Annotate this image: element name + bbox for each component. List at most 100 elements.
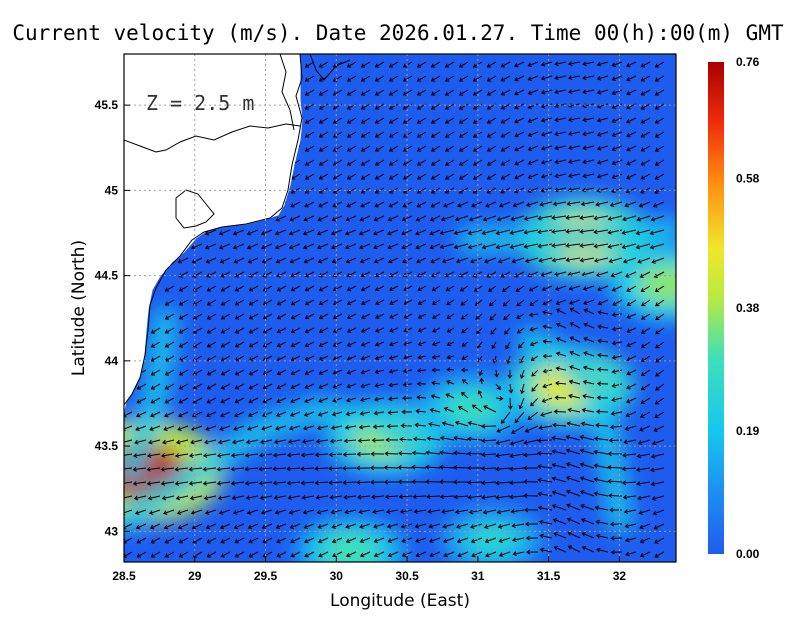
vector-arrow-shaft	[315, 481, 329, 484]
vector-arrow-head	[318, 63, 324, 68]
vector-arrow-head	[355, 465, 361, 471]
vector-arrow-head	[626, 385, 631, 390]
vector-arrow-shaft	[447, 355, 455, 359]
vector-arrow-shaft	[275, 509, 287, 514]
vector-arrow-head	[248, 343, 254, 348]
vector-arrow-head	[411, 464, 416, 470]
vector-arrow-shaft	[580, 229, 595, 233]
vector-arrow-head	[374, 63, 380, 68]
vector-arrow-head	[374, 105, 380, 110]
vector-arrow-head	[635, 244, 641, 250]
vector-arrow-head	[303, 258, 309, 264]
vector-arrow-shaft	[458, 406, 469, 413]
vector-arrow-head	[467, 451, 472, 457]
vector-arrow-head	[655, 358, 660, 363]
vector-arrow-shaft	[521, 383, 525, 394]
vector-arrow-head	[303, 217, 308, 222]
vector-arrow-head	[388, 63, 394, 68]
vector-arrow-head	[622, 258, 628, 264]
vector-arrow-head	[192, 385, 198, 390]
vector-arrow-head	[318, 370, 324, 375]
vector-arrow-shaft	[555, 117, 567, 121]
vector-arrow-head	[401, 217, 407, 222]
vector-arrow-head	[582, 75, 587, 81]
vector-arrow-head	[527, 104, 532, 110]
vector-arrow-shaft	[443, 537, 455, 543]
vector-arrow-head	[385, 509, 391, 514]
vector-arrow-shaft	[447, 327, 455, 333]
vector-arrow-head	[551, 435, 556, 441]
vector-arrow-head	[417, 341, 423, 347]
vector-arrow-shaft	[637, 257, 651, 263]
vector-arrow-shaft	[206, 537, 217, 544]
vector-arrow-head	[446, 380, 451, 385]
vector-arrow-head	[132, 453, 138, 458]
vector-arrow-head	[582, 117, 587, 123]
vector-arrow-shaft	[374, 397, 385, 401]
vector-arrow-shaft	[413, 438, 427, 441]
vector-arrow-head	[304, 342, 310, 348]
colorbar-labels: 0.760.580.380.190.00	[736, 55, 760, 561]
vector-arrow-head	[302, 244, 308, 250]
vector-arrow-head	[626, 328, 631, 333]
vector-arrow-head	[654, 161, 660, 166]
vector-arrow-shaft	[403, 75, 413, 82]
vector-arrow-head	[232, 231, 238, 236]
vector-arrow-head	[174, 453, 180, 458]
vector-arrow-shaft	[291, 173, 301, 180]
vector-arrow-head	[486, 189, 491, 194]
vector-arrow-head	[481, 480, 486, 486]
vector-arrow-head	[148, 510, 154, 515]
vector-arrow-head	[328, 466, 333, 471]
vector-arrow-shaft	[567, 422, 581, 427]
vector-arrow-head	[652, 440, 657, 446]
vector-arrow-head	[443, 203, 448, 208]
vector-arrow-head	[638, 510, 643, 515]
vector-arrow-shaft	[318, 215, 329, 221]
vector-arrow-head	[468, 216, 474, 222]
vector-arrow-head	[455, 258, 461, 264]
vector-arrow-head	[430, 105, 436, 110]
vector-arrow-shaft	[347, 131, 357, 138]
vector-arrow-shaft	[234, 257, 245, 263]
vector-arrow-head	[640, 371, 646, 377]
vector-arrow-head	[441, 258, 447, 264]
vector-arrow-shaft	[445, 75, 455, 82]
vector-arrow-shaft	[346, 215, 357, 221]
vector-arrow-shaft	[124, 495, 133, 499]
vector-arrow-head	[537, 491, 542, 497]
vector-arrow-head	[416, 258, 421, 264]
vector-arrow-shaft	[219, 229, 231, 235]
vector-arrow-head	[388, 175, 394, 180]
vector-arrow-head	[611, 62, 616, 68]
vector-arrow-head	[654, 175, 660, 180]
vector-arrow-head	[275, 412, 281, 417]
vector-arrow-shaft	[444, 551, 455, 557]
vector-arrow-shaft	[389, 61, 399, 68]
vector-arrow-head	[286, 452, 292, 458]
vector-arrow-shaft	[497, 215, 511, 221]
vector-arrow-shaft	[417, 145, 427, 152]
vector-arrow-head	[234, 315, 240, 320]
vector-arrow-shaft	[566, 490, 581, 497]
vector-arrow-head	[359, 244, 364, 250]
vector-arrow-head	[626, 175, 631, 180]
vector-arrow-shaft	[655, 103, 665, 110]
vector-arrow-shaft	[276, 397, 287, 403]
vector-arrow-head	[386, 423, 391, 429]
vector-arrow-shaft	[206, 257, 217, 263]
vector-arrow-shaft	[501, 117, 511, 124]
vector-arrow-shaft	[445, 89, 455, 96]
vector-arrow-head	[639, 552, 645, 558]
vector-arrow-shaft	[402, 215, 413, 221]
vector-arrow-shaft	[639, 425, 651, 431]
vector-arrow-head	[428, 421, 433, 427]
vector-arrow-shaft	[626, 75, 637, 81]
vector-arrow-shaft	[625, 425, 637, 430]
vector-arrow-shaft	[641, 131, 651, 138]
vector-arrow-head	[371, 494, 376, 500]
vector-arrow-head	[554, 89, 559, 95]
vector-arrow-head	[387, 230, 392, 236]
vector-arrow-shaft	[205, 509, 217, 514]
vector-arrow-shaft	[179, 383, 189, 390]
